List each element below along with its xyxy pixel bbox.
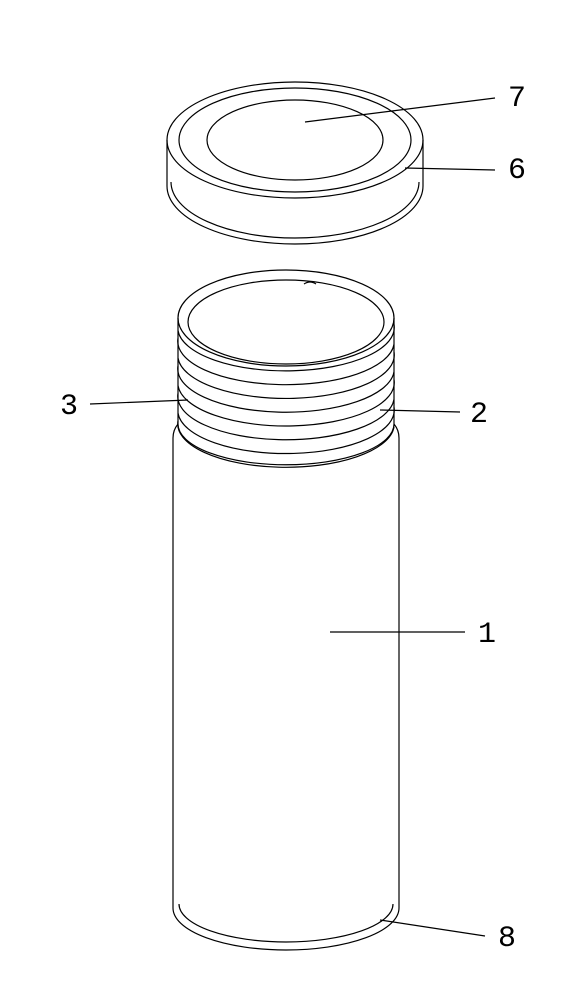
callout-label-7: 7 bbox=[508, 82, 528, 116]
leader-line-8 bbox=[380, 920, 485, 936]
cap-assembly bbox=[167, 82, 423, 244]
callout-labels: 7 6 3 2 1 8 bbox=[60, 82, 528, 956]
callout-label-2: 2 bbox=[470, 398, 490, 432]
callout-label-6: 6 bbox=[508, 154, 528, 188]
leader-line-6 bbox=[405, 168, 495, 170]
patent-figure: 7 6 3 2 1 8 bbox=[0, 0, 582, 1000]
leader-line-2 bbox=[380, 410, 460, 412]
bottle-mouth-outer bbox=[178, 270, 394, 366]
leader-line-3 bbox=[90, 400, 188, 404]
callout-label-1: 1 bbox=[478, 618, 498, 652]
cap-top-recess bbox=[207, 100, 383, 180]
callout-label-8: 8 bbox=[498, 922, 518, 956]
bottle-assembly bbox=[173, 270, 399, 950]
callout-label-3: 3 bbox=[60, 390, 80, 424]
bottle-mouth-inner bbox=[188, 280, 384, 364]
